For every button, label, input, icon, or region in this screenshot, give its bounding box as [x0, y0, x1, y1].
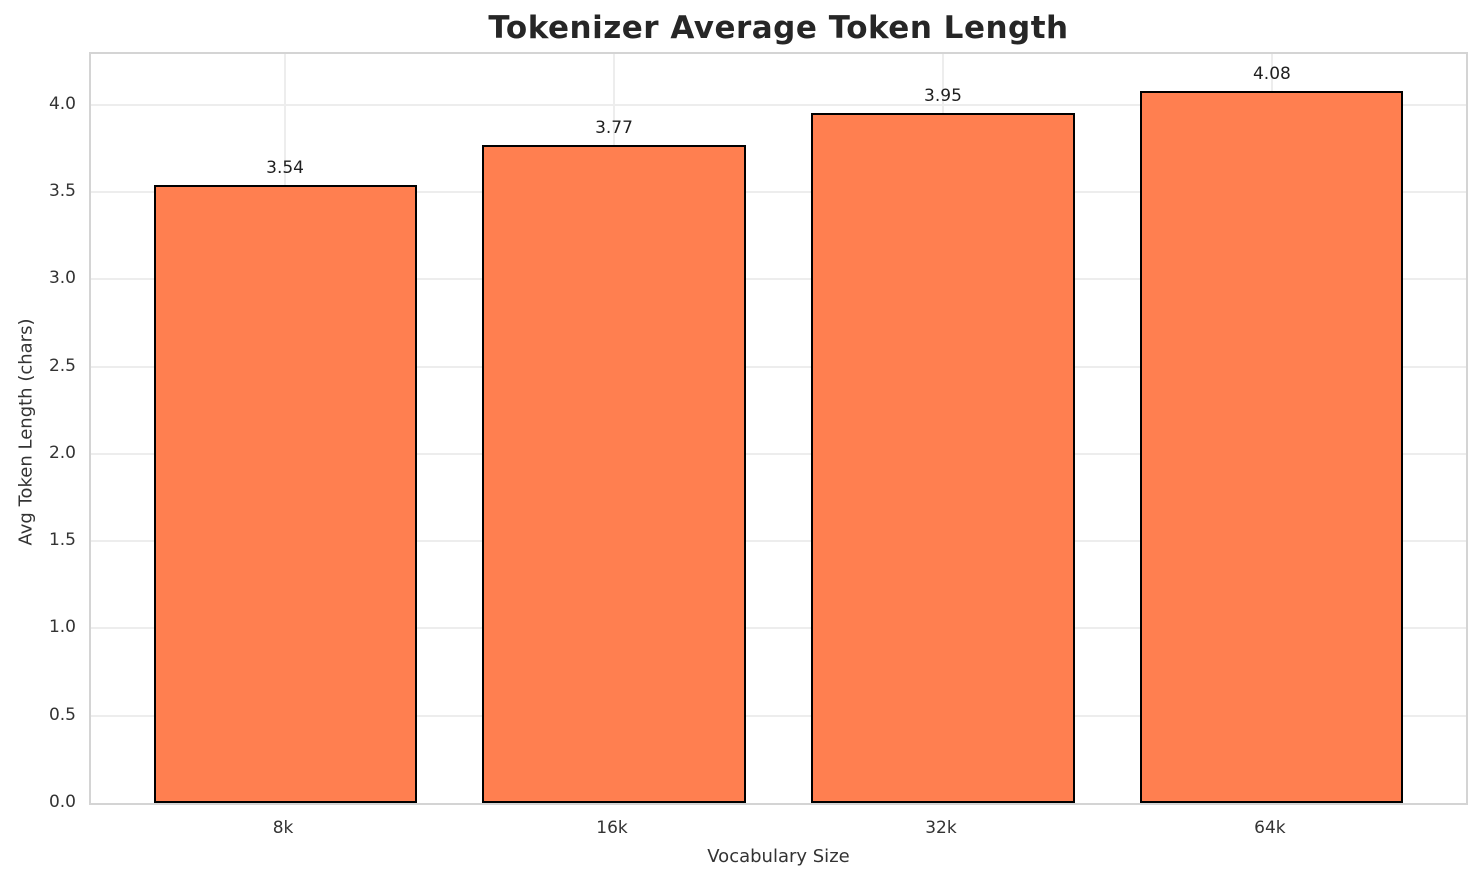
chart-title: Tokenizer Average Token Length: [488, 10, 1069, 46]
plot-area: 3.54 3.77 3.95 4.08: [89, 52, 1468, 805]
bar: [811, 113, 1075, 803]
y-tick-label: 1.0: [48, 617, 76, 638]
x-tick-label: 8k: [272, 818, 294, 838]
bar-value-label: 3.54: [266, 157, 305, 178]
y-tick-label: 2.5: [48, 355, 76, 376]
y-gridline: [91, 365, 1466, 368]
y-gridline: [91, 540, 1466, 543]
bar-value-label: 3.95: [924, 86, 962, 107]
y-tick-label: 0.0: [48, 792, 76, 812]
bar: [482, 144, 746, 803]
y-gridline: [91, 452, 1466, 455]
y-tick-label: 3.0: [48, 268, 76, 289]
y-tick-label: 4.0: [48, 93, 76, 114]
y-gridline: [91, 278, 1466, 281]
bar: [1140, 90, 1404, 803]
y-gridline: [91, 190, 1466, 193]
y-tick-label: 0.5: [48, 704, 76, 725]
bar: [153, 184, 417, 803]
x-tick-label: 32k: [925, 818, 957, 838]
x-tick-label: 64k: [1254, 818, 1286, 838]
y-gridline: [91, 714, 1466, 717]
y-tick-label: 3.5: [48, 180, 76, 201]
y-tick-label: 2.0: [48, 442, 76, 463]
x-tick-label: 16k: [596, 818, 628, 838]
y-gridline: [91, 627, 1466, 630]
y-axis-label: Avg Token Length (chars): [15, 318, 37, 546]
y-gridline: [91, 103, 1466, 106]
x-axis-label: Vocabulary Size: [707, 846, 850, 867]
y-tick-label: 1.5: [48, 530, 76, 551]
bar-value-label: 4.08: [1252, 63, 1291, 84]
bar-value-label: 3.77: [595, 117, 633, 138]
